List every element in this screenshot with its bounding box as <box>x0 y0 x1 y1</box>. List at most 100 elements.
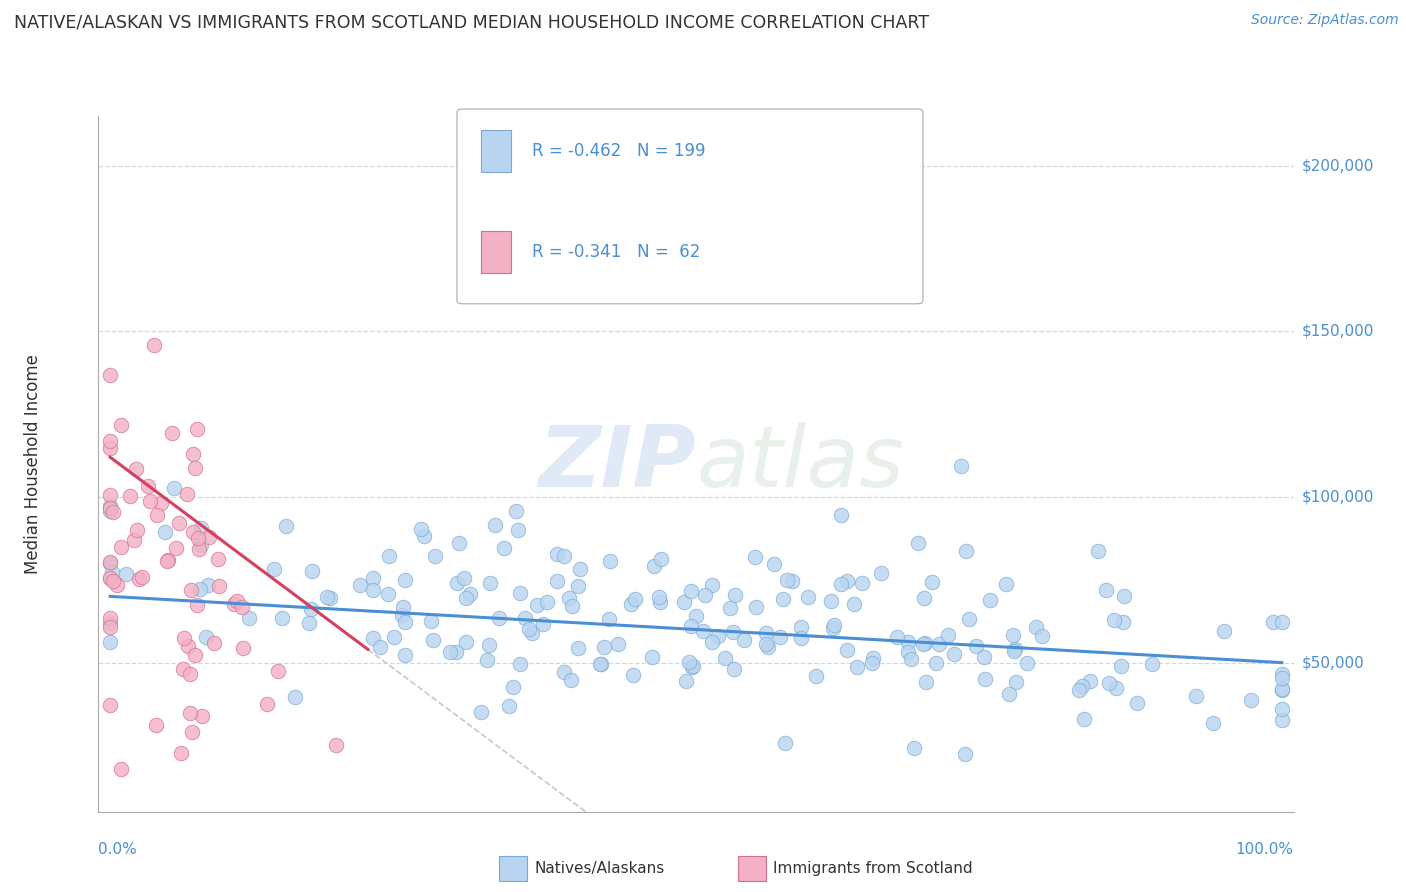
Point <box>860 656 883 670</box>
Point <box>160 425 183 440</box>
Point <box>775 574 797 588</box>
Point <box>449 536 471 550</box>
Point <box>520 625 543 640</box>
Point <box>531 616 554 631</box>
Point <box>100 611 122 625</box>
Point <box>1213 624 1236 639</box>
Point <box>502 680 524 694</box>
Point <box>553 549 575 563</box>
Point <box>1025 619 1047 633</box>
Text: $200,000: $200,000 <box>1302 158 1374 173</box>
Point <box>593 640 616 654</box>
Point <box>498 698 520 713</box>
Point <box>505 504 527 518</box>
Point <box>176 639 198 653</box>
Point <box>349 577 371 591</box>
Point <box>298 615 321 630</box>
Point <box>149 496 172 510</box>
Point <box>98 434 121 449</box>
Point <box>419 614 441 628</box>
Point <box>101 565 124 579</box>
Point <box>1202 716 1225 731</box>
Point <box>181 524 204 539</box>
Point <box>446 645 468 659</box>
Point <box>98 635 121 649</box>
Point <box>222 597 245 611</box>
Point <box>190 538 212 552</box>
Point <box>921 574 943 589</box>
Point <box>769 630 792 644</box>
Text: Immigrants from Scotland: Immigrants from Scotland <box>773 862 973 876</box>
Point <box>131 570 153 584</box>
Point <box>700 578 723 592</box>
Point <box>641 650 664 665</box>
Point <box>475 653 498 667</box>
Point <box>170 746 193 760</box>
Point <box>146 508 169 523</box>
Point <box>361 571 384 585</box>
Point <box>508 657 530 672</box>
Point <box>943 647 966 661</box>
Point <box>98 488 121 502</box>
Point <box>915 674 938 689</box>
Point <box>695 588 717 602</box>
Point <box>319 591 342 605</box>
Point <box>1271 683 1294 698</box>
Point <box>128 572 150 586</box>
Point <box>299 602 322 616</box>
Point <box>536 595 558 609</box>
Point <box>439 645 461 659</box>
Point <box>98 620 121 634</box>
Point <box>995 576 1018 591</box>
Point <box>1112 589 1135 603</box>
Point <box>1126 696 1149 710</box>
Point <box>718 600 741 615</box>
Point <box>361 632 384 646</box>
Point <box>772 592 794 607</box>
Point <box>1105 681 1128 696</box>
Point <box>780 574 803 589</box>
Point <box>755 626 778 640</box>
Point <box>723 625 745 640</box>
Point <box>263 562 285 576</box>
Point <box>679 618 702 632</box>
Point <box>179 706 201 721</box>
Point <box>183 461 205 475</box>
Point <box>733 633 755 648</box>
Point <box>620 597 643 611</box>
Point <box>453 571 475 585</box>
FancyBboxPatch shape <box>481 130 510 171</box>
Point <box>1001 628 1024 642</box>
Point <box>136 479 159 493</box>
Point <box>232 640 254 655</box>
Point <box>197 578 219 592</box>
Point <box>509 586 531 600</box>
Point <box>1095 583 1118 598</box>
Point <box>488 611 510 625</box>
Point <box>181 725 204 739</box>
Text: 0.0%: 0.0% <box>98 842 138 857</box>
Point <box>553 665 575 679</box>
Point <box>231 599 253 614</box>
Point <box>194 631 217 645</box>
Point <box>560 673 582 688</box>
Point <box>122 533 145 547</box>
Point <box>790 631 813 645</box>
Point <box>897 635 920 649</box>
Point <box>773 735 796 749</box>
Point <box>180 582 202 597</box>
Point <box>823 618 845 632</box>
Point <box>98 500 121 515</box>
Point <box>153 525 176 540</box>
Point <box>606 638 628 652</box>
Text: ZIP: ZIP <box>538 422 696 506</box>
Point <box>561 599 583 614</box>
Point <box>484 517 506 532</box>
Point <box>394 573 416 587</box>
Point <box>157 552 180 566</box>
Point <box>979 593 1001 607</box>
Point <box>1015 656 1038 670</box>
Point <box>145 718 167 732</box>
Point <box>271 611 294 625</box>
Point <box>1271 666 1294 681</box>
